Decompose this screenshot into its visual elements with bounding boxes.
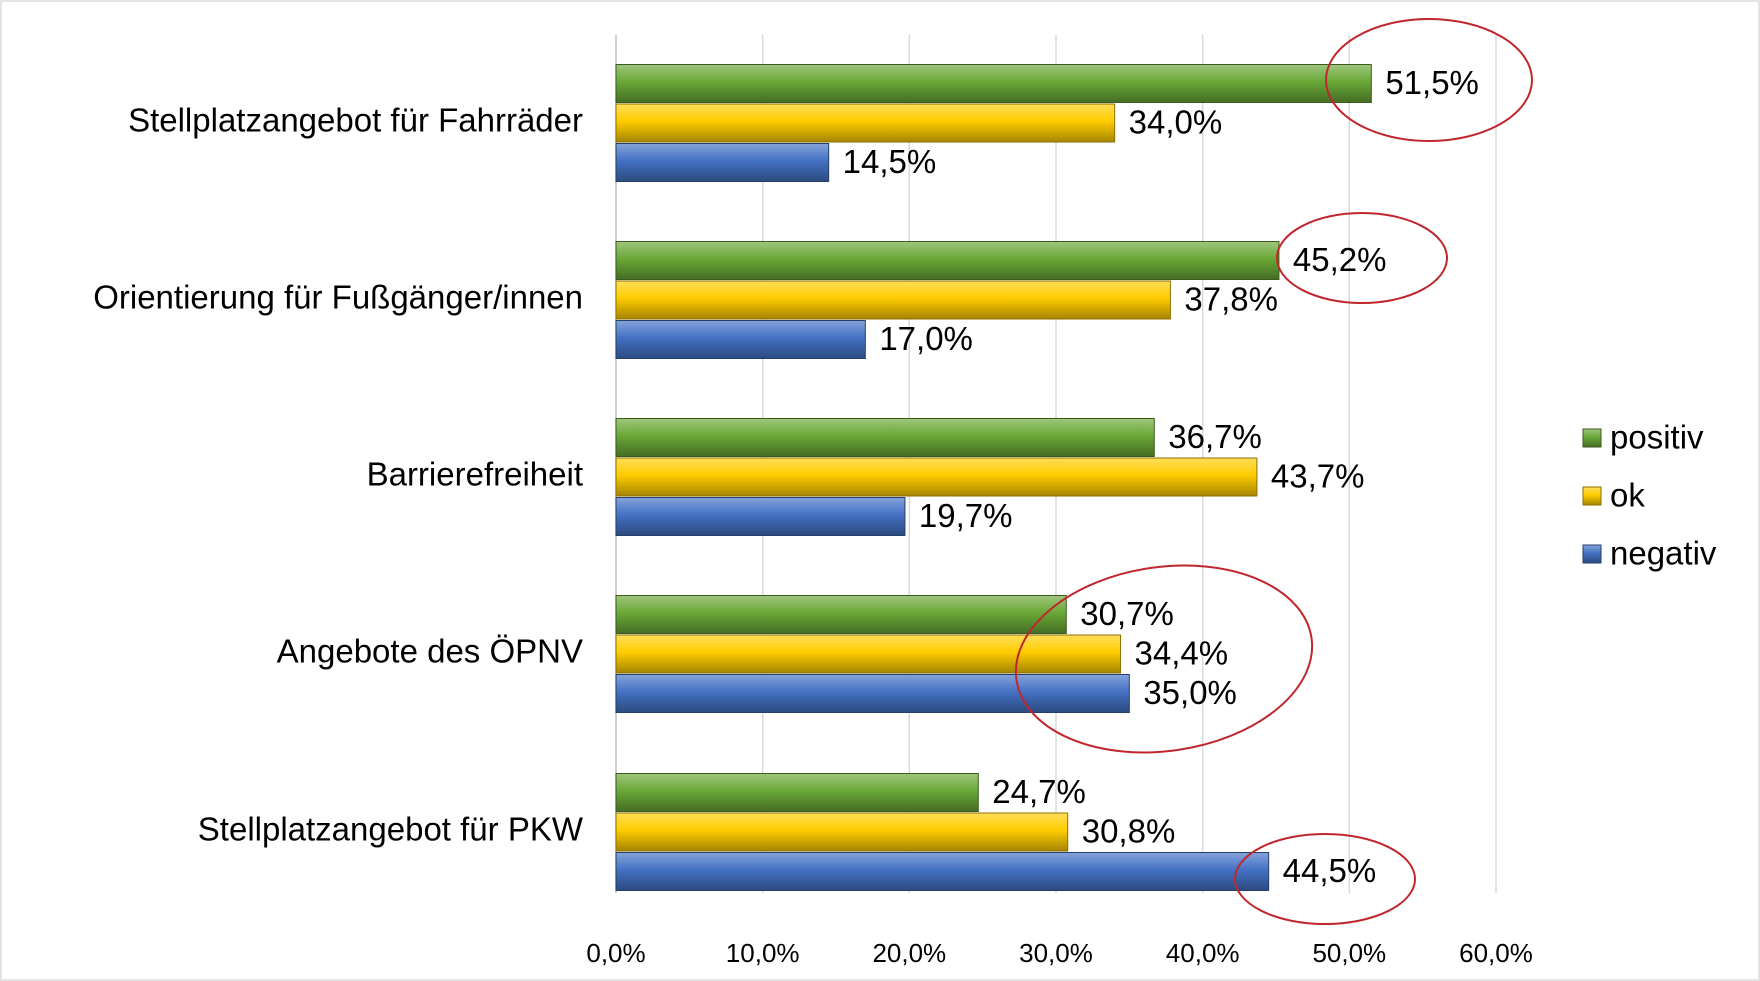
highlight-ellipse	[1014, 564, 1314, 754]
x-tick-label: 10,0%	[726, 938, 800, 968]
value-label: 30,8%	[1082, 813, 1176, 850]
value-label: 34,0%	[1129, 104, 1223, 141]
x-tick-label: 0,0%	[586, 938, 645, 968]
legend-label: ok	[1610, 477, 1645, 514]
bar	[615, 64, 1372, 103]
highlight-ellipse	[1234, 833, 1416, 925]
bar	[615, 773, 979, 812]
bar	[615, 457, 1258, 497]
value-label: 51,5%	[1385, 64, 1479, 101]
bar	[615, 241, 1280, 280]
legend-label: positiv	[1610, 419, 1704, 456]
value-label: 24,7%	[992, 773, 1086, 810]
highlight-ellipse	[1325, 18, 1533, 142]
value-label: 34,4%	[1135, 635, 1229, 672]
x-tick-label: 30,0%	[1019, 938, 1093, 968]
bar	[615, 143, 830, 182]
bar	[615, 634, 1122, 674]
highlight-ellipses	[1014, 18, 1533, 925]
x-tick-label: 50,0%	[1312, 938, 1386, 968]
bar	[615, 812, 1069, 852]
bars	[615, 64, 1372, 891]
x-tick-label: 40,0%	[1166, 938, 1240, 968]
x-tick-label: 60,0%	[1459, 938, 1533, 968]
bar	[615, 418, 1155, 457]
legend-label: negativ	[1610, 535, 1717, 572]
legend-swatch	[1582, 544, 1602, 564]
labels: 0,0% 10,0% 20,0% 30,0% 40,0% 50,0% 60,0% Stellp…	[93, 64, 1717, 968]
category-label: Angebote des ÖPNV	[277, 633, 583, 670]
bar	[615, 595, 1067, 634]
value-label: 17,0%	[879, 320, 973, 357]
bar	[615, 103, 1116, 143]
category-label: Stellplatzangebot für PKW	[198, 811, 584, 848]
bar	[615, 674, 1130, 713]
bar	[615, 320, 866, 359]
category-label: Orientierung für Fußgänger/innen	[93, 279, 583, 316]
bar	[615, 497, 906, 536]
value-label: 35,0%	[1143, 674, 1237, 711]
category-label: Barrierefreiheit	[367, 456, 583, 493]
value-label: 45,2%	[1293, 241, 1387, 278]
category-label: Stellplatzangebot für Fahrräder	[128, 102, 583, 139]
x-tick-label: 20,0%	[872, 938, 946, 968]
bar	[615, 852, 1270, 891]
bar	[615, 280, 1171, 320]
highlight-ellipse	[1276, 212, 1448, 304]
legend-swatch	[1582, 428, 1602, 448]
value-label: 19,7%	[919, 497, 1013, 534]
value-label: 44,5%	[1283, 852, 1377, 889]
value-label: 37,8%	[1184, 281, 1278, 318]
value-label: 30,7%	[1080, 595, 1174, 632]
value-label: 43,7%	[1271, 458, 1365, 495]
value-label: 14,5%	[843, 143, 937, 180]
legend-swatch	[1582, 486, 1602, 506]
value-label: 36,7%	[1168, 418, 1262, 455]
